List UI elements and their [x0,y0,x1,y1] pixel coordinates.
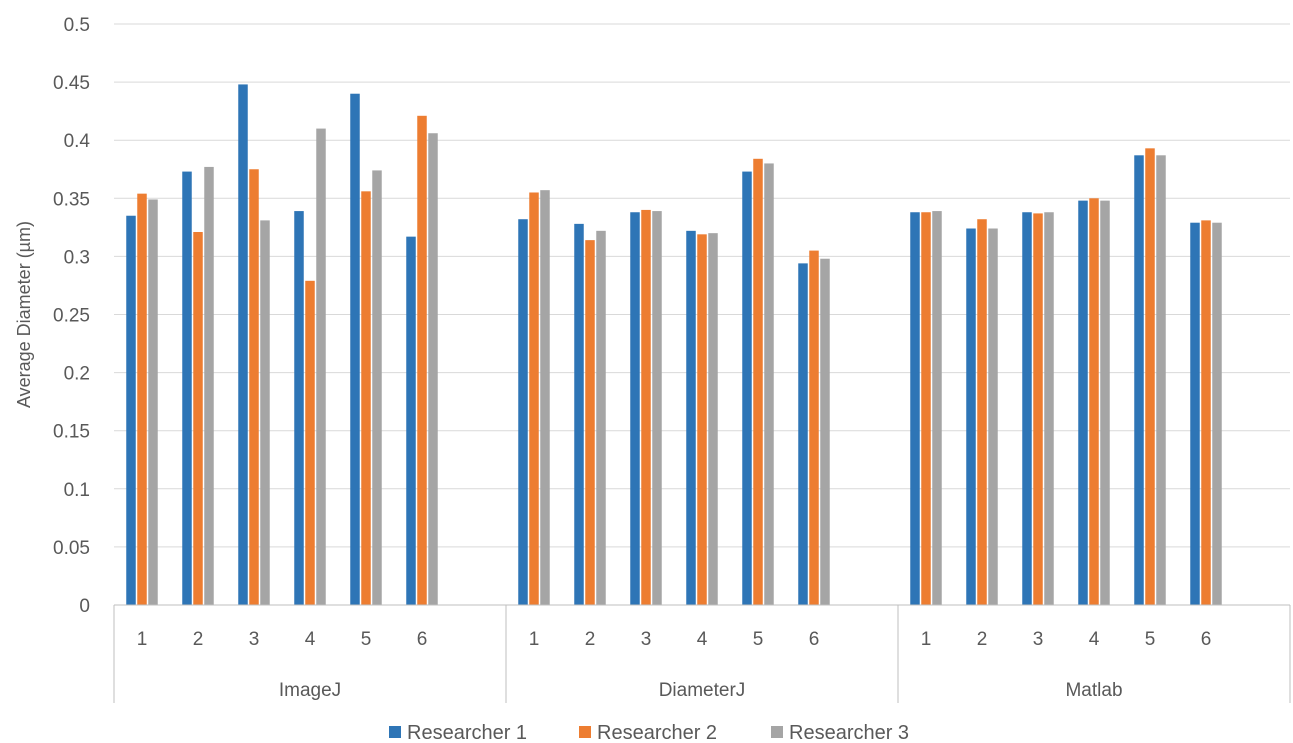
group-label-imagej: ImageJ [279,680,341,701]
bar-matlab-2-researcher-2 [977,219,987,605]
bar-imagej-3-researcher-3 [260,220,270,606]
bar-matlab-2-researcher-3 [988,228,998,605]
y-tick-label: 0.5 [64,15,90,36]
x-tick-label: 3 [249,629,260,650]
bar-diameterj-6-researcher-3 [820,258,830,605]
bar-matlab-1-researcher-2 [921,212,931,605]
y-tick-label: 0.3 [64,247,90,268]
bar-matlab-5-researcher-3 [1156,155,1166,605]
y-tick-label: 0.45 [53,73,90,94]
legend: Researcher 1 Researcher 2 Researcher 3 [389,722,909,743]
bar-diameterj-5-researcher-1 [742,171,752,605]
bar-matlab-4-researcher-1 [1078,200,1088,605]
y-tick-label: 0.05 [53,538,90,559]
bar-diameterj-3-researcher-2 [641,209,651,606]
bar-matlab-6-researcher-1 [1190,222,1200,605]
y-tick-label: 0.35 [53,189,90,210]
bar-diameterj-6-researcher-1 [798,263,808,605]
bar-diameterj-4-researcher-1 [686,230,696,605]
bar-matlab-3-researcher-2 [1033,213,1043,605]
bar-diameterj-2-researcher-3 [596,230,606,605]
bar-diameterj-6-researcher-2 [809,250,819,605]
x-tick-label: 3 [641,629,652,650]
bar-imagej-3-researcher-1 [238,84,248,605]
y-tick-label: 0.15 [53,422,90,443]
bar-imagej-1-researcher-1 [126,215,136,606]
bar-diameterj-1-researcher-3 [540,190,550,605]
y-tick-label: 0.1 [64,480,90,501]
bar-imagej-6-researcher-2 [417,115,427,605]
x-tick-label: 1 [529,629,540,650]
bar-diameterj-2-researcher-2 [585,240,595,605]
bar-imagej-6-researcher-3 [428,133,438,605]
legend-swatch-researcher-3 [771,726,783,738]
bar-matlab-4-researcher-3 [1100,200,1110,605]
legend-label-researcher-2: Researcher 2 [597,722,717,743]
x-tick-label: 6 [417,629,428,650]
bar-imagej-4-researcher-3 [316,128,326,605]
bar-imagej-6-researcher-1 [406,236,416,605]
bar-matlab-5-researcher-2 [1145,148,1155,606]
y-tick-label: 0 [79,596,90,617]
bar-matlab-1-researcher-3 [932,211,942,605]
x-tick-label: 2 [977,629,988,650]
bar-diameterj-1-researcher-1 [518,219,528,605]
legend-label-researcher-1: Researcher 1 [407,722,527,743]
legend-swatch-researcher-1 [389,726,401,738]
x-axis: 1 2 3 4 5 6 ImageJ 1 2 3 4 5 6 DiameterJ 1 2 3 4 5 6 Matlab [113,604,1291,703]
bar-diameterj-3-researcher-3 [652,211,662,605]
bar-imagej-5-researcher-3 [372,170,382,606]
bar-imagej-5-researcher-1 [350,93,360,605]
x-tick-label: 2 [193,629,204,650]
x-tick-label: 1 [137,629,148,650]
bar-matlab-3-researcher-1 [1022,212,1032,605]
x-tick-label: 1 [921,629,932,650]
bar-diameterj-5-researcher-3 [764,163,774,605]
x-tick-label: 6 [809,629,820,650]
bar-diameterj-4-researcher-3 [708,233,718,605]
bar-imagej-5-researcher-2 [361,191,371,605]
bar-diameterj-5-researcher-2 [753,158,763,606]
bar-imagej-2-researcher-1 [182,171,192,605]
bar-diameterj-2-researcher-1 [574,223,584,605]
bar-matlab-6-researcher-2 [1201,220,1211,606]
group-label-matlab: Matlab [1065,680,1122,701]
bar-imagej-1-researcher-2 [137,193,147,606]
y-tick-label: 0.4 [64,131,91,152]
y-axis-ticks: 0 0.05 0.1 0.15 0.2 0.25 0.3 0.35 0.4 0.45 0.5 [53,15,90,617]
bar-imagej-3-researcher-2 [249,169,259,605]
x-tick-label: 5 [361,629,372,650]
bar-imagej-1-researcher-3 [148,199,158,605]
x-tick-label: 4 [697,629,708,650]
group-label-diameterj: DiameterJ [659,680,746,701]
legend-label-researcher-3: Researcher 3 [789,722,909,743]
bar-imagej-2-researcher-2 [193,231,203,606]
bars [126,84,1222,606]
bar-matlab-6-researcher-3 [1212,222,1222,605]
bar-imagej-4-researcher-2 [305,280,315,605]
x-tick-label: 2 [585,629,596,650]
x-tick-label: 4 [1089,629,1100,650]
bar-matlab-4-researcher-2 [1089,198,1099,606]
bar-matlab-1-researcher-1 [910,212,920,605]
bar-matlab-2-researcher-1 [966,228,976,605]
y-axis-title: Average Diameter (µm) [14,221,34,408]
bar-imagej-4-researcher-1 [294,211,304,605]
bar-diameterj-4-researcher-2 [697,234,707,605]
bar-matlab-3-researcher-3 [1044,212,1054,605]
y-tick-label: 0.25 [53,306,90,327]
x-tick-label: 6 [1201,629,1212,650]
x-tick-label: 4 [305,629,316,650]
bar-diameterj-1-researcher-2 [529,192,539,606]
bar-imagej-2-researcher-3 [204,166,214,605]
x-tick-label: 5 [1145,629,1156,650]
x-tick-label: 5 [753,629,764,650]
bar-diameterj-3-researcher-1 [630,212,640,605]
bar-matlab-5-researcher-1 [1134,155,1144,605]
y-tick-label: 0.2 [64,364,90,385]
x-tick-label: 3 [1033,629,1044,650]
legend-swatch-researcher-2 [579,726,591,738]
